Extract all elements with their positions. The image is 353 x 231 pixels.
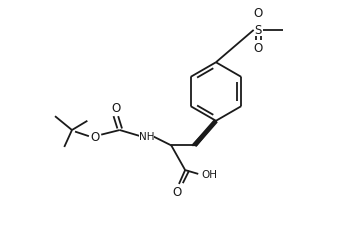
Polygon shape (192, 121, 217, 146)
Text: S: S (255, 24, 262, 37)
Text: O: O (111, 102, 120, 115)
Text: NH: NH (139, 132, 154, 142)
Text: O: O (254, 42, 263, 55)
Text: OH: OH (201, 169, 217, 179)
Text: O: O (254, 7, 263, 20)
Text: O: O (173, 185, 182, 198)
Text: O: O (90, 130, 100, 143)
